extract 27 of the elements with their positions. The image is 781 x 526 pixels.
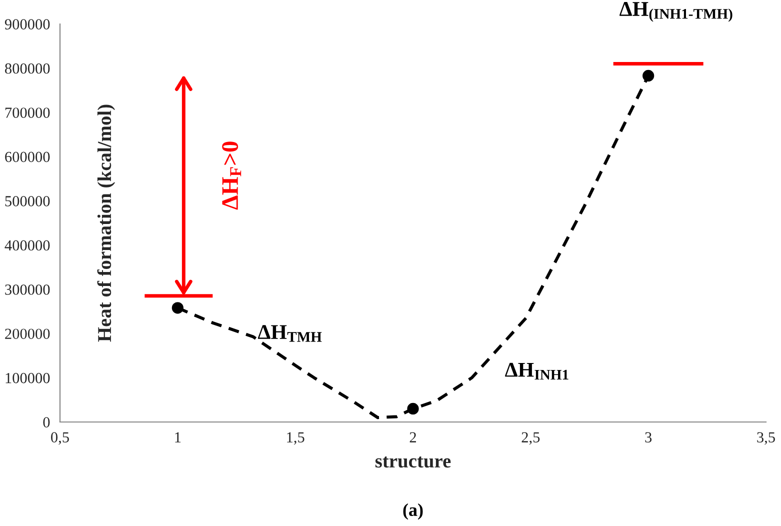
- point: [407, 402, 419, 415]
- text: ΔH$_{(INH1-TMH)}$: [620, 2, 732, 22]
- x-tick-label: 3: [645, 432, 652, 442]
- y-tick-label: 600000: [5, 152, 50, 162]
- y-tick-label: 700000: [5, 108, 50, 118]
- annotation: ΔH$_{TMH}$: [258, 325, 322, 342]
- y-tick-label: 300000: [5, 284, 50, 295]
- y-tick-label: 0: [43, 417, 50, 428]
- text: (a): [403, 503, 423, 520]
- x-axis-title: structure: [375, 456, 451, 468]
- x-tick-label: 2: [410, 432, 416, 442]
- y-tick-label: 500000: [5, 196, 50, 206]
- y-tick-label: 200000: [5, 328, 50, 340]
- x-tick-label: 1: [175, 432, 181, 442]
- y-tick-label: 900000: [4, 19, 50, 30]
- y-tick-label: 800000: [5, 63, 50, 74]
- y-tick-label: 400000: [4, 240, 50, 251]
- point: [172, 302, 184, 314]
- y-axis-title: Heat of formation (kcal/mol): [97, 104, 116, 342]
- y-tick-label: 100000: [6, 372, 50, 384]
- point: [642, 70, 654, 82]
- x-tick-label: 3,5: [757, 432, 775, 445]
- annotation: ΔH$_{F}$>0: [222, 142, 242, 210]
- x-tick-label: 2,5: [522, 432, 540, 445]
- x-tick-label: 0,5: [51, 432, 69, 445]
- x-tick-label: 1,5: [287, 432, 304, 445]
- annotation: ΔH$_{INH1}$: [505, 362, 568, 380]
